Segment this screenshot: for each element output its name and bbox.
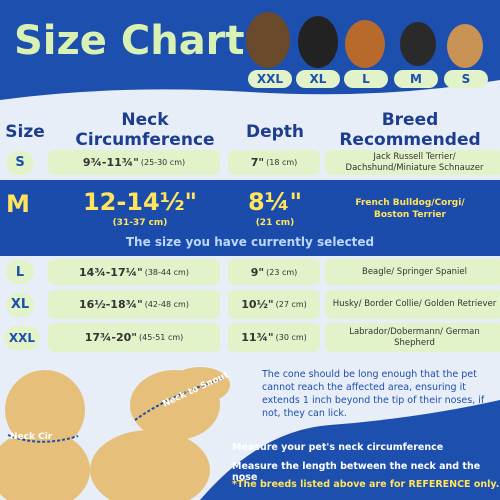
size-badge: L [344, 70, 388, 88]
neck-value: 9¾-11¾" [82, 156, 139, 169]
size: L [6, 260, 34, 284]
neck-value: 16½-18¾" [79, 298, 143, 311]
selected-size: M [6, 190, 30, 218]
breed-cell: Beagle/ Springer Spaniel [325, 259, 500, 285]
depth-cell: 9" (23 cm) [228, 259, 320, 285]
column-header: Depth [245, 122, 305, 142]
neck-cm: (25-30 cm) [140, 158, 186, 167]
depth-value: 10½" [241, 298, 274, 311]
size-badge: S [444, 70, 488, 88]
depth-value: 8¼" [247, 188, 303, 216]
selected-note: The size you have currently selected [125, 235, 375, 249]
neck-cell: 9¾-11¾" (25-30 cm) [48, 150, 220, 175]
neck-value: 17¾-20" [84, 331, 138, 344]
size-badge: XXL [248, 70, 292, 88]
instruction: Measure the length between the neck and … [232, 461, 481, 483]
size-badge: XL [296, 70, 340, 88]
depth-cm: (23 cm) [266, 267, 298, 277]
size-badge: M [394, 70, 438, 88]
instruction: *The breeds listed above are for REFEREN… [232, 479, 500, 490]
neck-cell: 16½-18¾" (42-48 cm) [48, 290, 220, 319]
image-label: Neck Cir [10, 432, 53, 442]
breed-cell: Husky/ Border Collie/ Golden Retriever [325, 290, 500, 319]
neck-cm: (38-44 cm) [144, 267, 189, 277]
instruction: Measure your pet's neck circumference [232, 442, 444, 453]
depth-cell: 7" (18 cm) [228, 150, 320, 175]
neck-cell: 14¾-17¼" (38-44 cm) [48, 259, 220, 285]
neck-cm: (45-51 cm) [139, 333, 184, 342]
title: Size Chart [14, 18, 245, 64]
size: XXL [4, 325, 40, 350]
neck-cm: (42-48 cm) [144, 300, 189, 309]
neck-cm: (31-37 cm) [112, 218, 168, 228]
breed-cell: Labrador/Dobermann/ German Shepherd [325, 323, 500, 352]
depth-cm: (21 cm) [255, 218, 295, 228]
depth-cell: 11¾" (30 cm) [228, 323, 320, 352]
breed: French Bulldog/Corgi/ Boston Terrier [355, 198, 465, 220]
depth-value: 9" [250, 265, 265, 279]
cone-note: The cone should be long enough that the … [262, 369, 485, 419]
depth-cell: 10½" (27 cm) [228, 290, 320, 319]
size: S [6, 150, 34, 175]
neck-value: 14¾-17¼" [79, 265, 143, 279]
neck-cell: 17¾-20" (45-51 cm) [48, 323, 220, 352]
column-header: Size [5, 122, 45, 142]
depth-value: 7" [250, 156, 265, 169]
size: XL [6, 292, 34, 317]
depth-cm: (30 cm) [275, 333, 307, 342]
breed-cell: Jack Russell Terrier/ Dachshund/Miniatur… [325, 150, 500, 175]
neck-value: 12-14½" [82, 188, 198, 216]
column-header: Breed Recommended [339, 110, 481, 150]
depth-value: 11¾" [241, 331, 274, 344]
column-header: Neck Circumference [75, 110, 215, 150]
depth-cm: (27 cm) [275, 300, 307, 309]
depth-cm: (18 cm) [266, 158, 298, 167]
